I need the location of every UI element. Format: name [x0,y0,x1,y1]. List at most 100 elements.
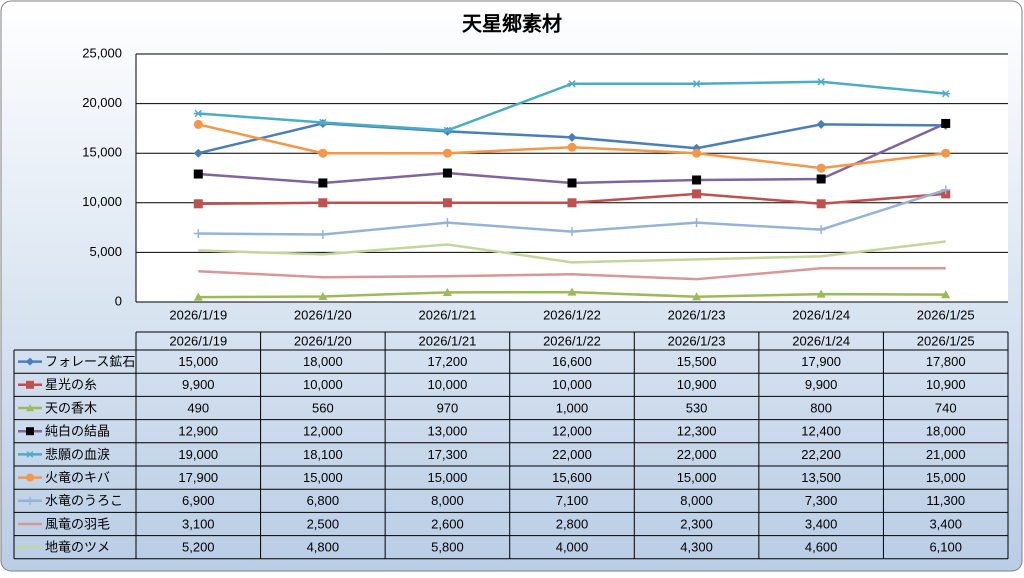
table-header: 2026/1/20 [294,333,352,348]
marker [318,291,328,301]
plot-area [136,54,1008,302]
marker [318,230,328,240]
table-cell: 22,000 [552,447,592,462]
table-cell: 800 [810,400,832,415]
legend-label: 天の香木 [45,400,97,415]
legend-label: 水竜のうろこ [45,493,123,508]
marker [941,148,951,158]
table-cell: 22,000 [677,447,717,462]
table-header: 2026/1/24 [792,333,850,348]
table-cell: 3,400 [805,516,838,531]
table-cell: 6,800 [307,493,340,508]
marker [567,80,577,88]
y-tick-label: 0 [115,293,122,308]
table-header: 2026/1/19 [169,333,227,348]
table-cell: 22,200 [801,447,841,462]
marker [692,292,702,301]
table-cell: 5,200 [182,540,215,555]
legend-label: 地竜のツメ [45,540,110,555]
marker [816,174,826,184]
marker [692,218,702,228]
marker [816,289,826,298]
table-cell: 12,000 [303,424,343,439]
marker [442,218,452,228]
y-tick-label: 15,000 [82,145,122,160]
table-cell: 4,600 [805,540,838,555]
table-cell: 4,000 [556,540,589,555]
marker [193,109,203,118]
table-header: 2026/1/23 [668,333,726,348]
table-cell: 1,000 [556,400,589,415]
table-cell: 18,100 [303,447,343,462]
legend-label: フォレース鉱石 [45,354,135,369]
series-line [198,267,946,281]
marker [26,380,34,389]
table-cell: 970 [437,400,459,415]
marker [816,78,826,86]
table-cell: 16,600 [552,354,592,369]
table-header: 2026/1/22 [543,333,601,348]
table-cell: 6,100 [929,540,962,555]
marker [442,198,452,208]
marker [941,89,951,98]
marker [26,427,34,436]
table-cell: 15,000 [677,470,717,485]
table-cell: 15,000 [428,470,468,485]
y-tick-label: 25,000 [82,45,122,60]
table-cell: 13,000 [428,424,468,439]
marker [692,148,702,158]
table-cell: 8,000 [680,493,713,508]
marker [567,227,577,237]
table-cell: 9,900 [182,377,215,392]
marker [816,225,826,235]
marker [692,175,702,185]
marker [442,287,452,296]
table-cell: 17,800 [926,354,966,369]
table-cell: 18,000 [926,424,966,439]
marker [318,118,328,127]
table-cell: 7,100 [556,493,589,508]
x-tick-label: 2026/1/25 [917,307,975,322]
table-cell: 12,400 [801,424,841,439]
x-tick-label: 2026/1/20 [294,307,352,322]
table-cell: 17,200 [428,354,468,369]
table-cell: 5,800 [431,540,464,555]
table-cell: 10,000 [552,377,592,392]
marker [567,198,577,208]
table-cell: 10,000 [428,377,468,392]
table-cell: 6,900 [182,493,215,508]
marker [442,126,452,135]
table-cell: 2,800 [556,516,589,531]
table-cell: 4,800 [307,540,340,555]
x-tick-label: 2026/1/19 [169,307,227,322]
table-cell: 7,300 [805,493,838,508]
marker [193,199,203,209]
table-cell: 15,600 [552,470,592,485]
marker [567,178,577,188]
table-cell: 15,000 [926,470,966,485]
table-cell: 21,000 [926,447,966,462]
marker [193,169,203,179]
table-cell: 19,000 [178,447,218,462]
marker [692,189,702,199]
legend-label: 悲願の血涙 [45,447,110,462]
marker [567,142,577,152]
table-header: 2026/1/21 [419,333,477,348]
table-cell: 15,000 [303,470,343,485]
table-header: 2026/1/25 [917,333,975,348]
table-cell: 490 [187,400,209,415]
table-cell: 4,300 [680,540,713,555]
table-cell: 8,000 [431,493,464,508]
table-cell: 9,900 [805,377,838,392]
table-cell: 11,300 [926,493,965,508]
marker [941,118,951,128]
table-cell: 17,900 [801,354,841,369]
table-cell: 17,300 [428,447,468,462]
table-cell: 530 [686,400,708,415]
marker [26,451,34,458]
marker [318,198,328,208]
marker [26,404,34,412]
marker [318,148,328,158]
marker [816,163,826,173]
table-cell: 12,300 [677,424,717,439]
